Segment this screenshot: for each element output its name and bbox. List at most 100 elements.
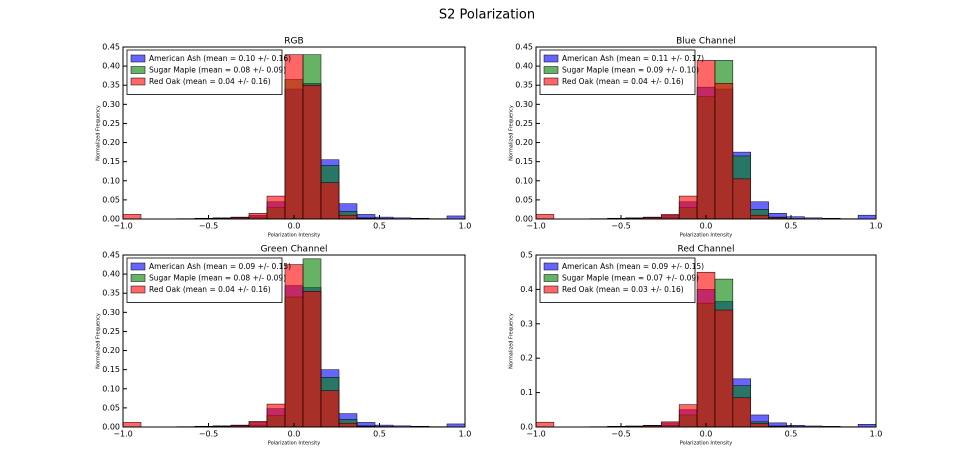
y-tick-label: 0.35 <box>102 81 120 90</box>
legend-label: American Ash (mean = 0.11 +/- 0.17) <box>562 54 704 63</box>
y-tick-label: 0.00 <box>102 215 120 224</box>
legend-label: Red Oak (mean = 0.03 +/- 0.16) <box>562 285 684 294</box>
x-tick-label: −0.5 <box>199 430 218 439</box>
x-tick-label: 0.0 <box>700 222 713 231</box>
y-tick-label: 0.15 <box>102 157 120 166</box>
x-tick-label: −1.0 <box>113 222 132 231</box>
x-tick-label: 1.0 <box>459 430 472 439</box>
y-tick-label: 0.05 <box>515 195 533 204</box>
legend-label: Red Oak (mean = 0.04 +/- 0.16) <box>149 285 271 294</box>
y-axis-label: Normalized Frequency <box>509 105 515 161</box>
x-tick-label: −1.0 <box>526 430 545 439</box>
y-tick-label: 0.4 <box>520 285 533 294</box>
y-tick-label: 0.40 <box>515 62 533 71</box>
y-tick-label: 0.00 <box>102 423 120 432</box>
legend-swatch <box>130 54 146 63</box>
histogram-bar <box>661 421 680 428</box>
histogram-bar <box>678 195 698 220</box>
x-tick-label: −1.0 <box>526 222 545 231</box>
histogram-bar <box>535 214 555 220</box>
y-tick-label: 0.1 <box>520 388 533 397</box>
y-tick-label: 0.05 <box>102 403 120 412</box>
y-axis-label: Normalized Frequency <box>96 105 102 161</box>
histogram-bar <box>122 422 142 428</box>
x-tick-label: 1.0 <box>870 222 883 231</box>
axes-title: Blue Channel <box>676 37 736 47</box>
histogram-bar <box>750 423 769 428</box>
legend-swatch <box>130 77 146 86</box>
legend-swatch <box>543 262 559 271</box>
y-tick-label: 0.35 <box>102 289 120 298</box>
y-tick-label: 0.10 <box>102 176 120 185</box>
histogram-bar <box>338 422 358 428</box>
y-tick-label: 0.0 <box>520 423 533 432</box>
histogram-bar <box>248 213 268 220</box>
y-tick-label: 0.45 <box>102 251 120 260</box>
x-tick-label: 0.0 <box>288 222 301 231</box>
histogram-bar <box>122 214 142 220</box>
legend-box <box>539 49 696 95</box>
y-tick-label: 0.40 <box>102 62 120 71</box>
legend-label: American Ash (mean = 0.09 +/- 0.15) <box>149 262 291 271</box>
y-tick-label: 0.20 <box>102 138 120 147</box>
y-axis-label: Normalized Frequency <box>96 313 102 369</box>
legend-swatch <box>543 66 559 74</box>
y-tick-label: 0.15 <box>102 365 120 374</box>
histogram-bar <box>732 397 751 428</box>
histogram-bar <box>714 309 734 428</box>
axes-title: Green Channel <box>260 245 327 255</box>
legend-label: Sugar Maple (mean = 0.08 +/- 0.09) <box>149 66 286 75</box>
x-tick-label: 0.5 <box>373 430 386 439</box>
x-axis-label: Polarization Intensity <box>268 441 320 447</box>
y-tick-label: 0.40 <box>102 270 120 279</box>
y-tick-label: 0.25 <box>102 119 120 128</box>
legend-label: Sugar Maple (mean = 0.09 +/- 0.10) <box>562 66 699 75</box>
legend-swatch <box>130 262 146 271</box>
histogram-bar <box>320 182 340 220</box>
histogram-bar <box>266 403 286 428</box>
x-tick-label: −0.5 <box>611 430 630 439</box>
histogram-bar <box>732 178 751 220</box>
x-axis-label: Polarization Intensity <box>680 441 732 447</box>
histogram-bar <box>302 84 322 220</box>
histogram-bar <box>696 60 716 220</box>
x-tick-label: 0.5 <box>373 222 386 231</box>
y-tick-label: 0.10 <box>102 384 120 393</box>
legend-label: American Ash (mean = 0.10 +/- 0.16) <box>149 54 291 63</box>
legend-label: Sugar Maple (mean = 0.07 +/- 0.09) <box>562 274 699 283</box>
y-tick-label: 0.10 <box>515 176 533 185</box>
histogram-bar <box>678 404 698 428</box>
histogram-bar <box>302 291 322 428</box>
y-tick-label: 0.30 <box>102 308 120 317</box>
legend-label: Sugar Maple (mean = 0.08 +/- 0.09) <box>149 274 286 283</box>
histogram-bar <box>320 390 340 428</box>
histogram-bar <box>857 214 877 220</box>
legend-swatch <box>543 54 559 63</box>
histogram-bar <box>696 271 716 428</box>
x-axis-label: Polarization Intensity <box>268 233 320 239</box>
legend-label: Red Oak (mean = 0.04 +/- 0.16) <box>562 77 684 86</box>
y-tick-label: 0.30 <box>515 100 533 109</box>
y-axis-label: Normalized Frequency <box>509 313 515 369</box>
y-tick-label: 0.2 <box>520 354 533 363</box>
histogram-bar <box>266 195 286 220</box>
histogram-bar <box>248 421 268 428</box>
y-tick-label: 0.15 <box>515 157 533 166</box>
legend-swatch <box>543 77 559 86</box>
legend-box <box>126 49 283 95</box>
y-tick-label: 0.20 <box>102 346 120 355</box>
histogram-bar <box>714 83 734 220</box>
histogram-bar <box>661 214 680 220</box>
y-tick-label: 0.30 <box>102 100 120 109</box>
y-tick-label: 0.45 <box>102 43 120 52</box>
x-tick-label: 0.5 <box>785 222 798 231</box>
histogram-bar <box>338 214 358 220</box>
legend-swatch <box>130 274 146 282</box>
histogram-bar <box>284 264 304 428</box>
y-tick-label: 0.3 <box>520 319 533 328</box>
legend-swatch <box>130 66 146 74</box>
figure-title: S2 Polarization <box>439 8 535 23</box>
legend-label: American Ash (mean = 0.09 +/- 0.15) <box>562 262 704 271</box>
